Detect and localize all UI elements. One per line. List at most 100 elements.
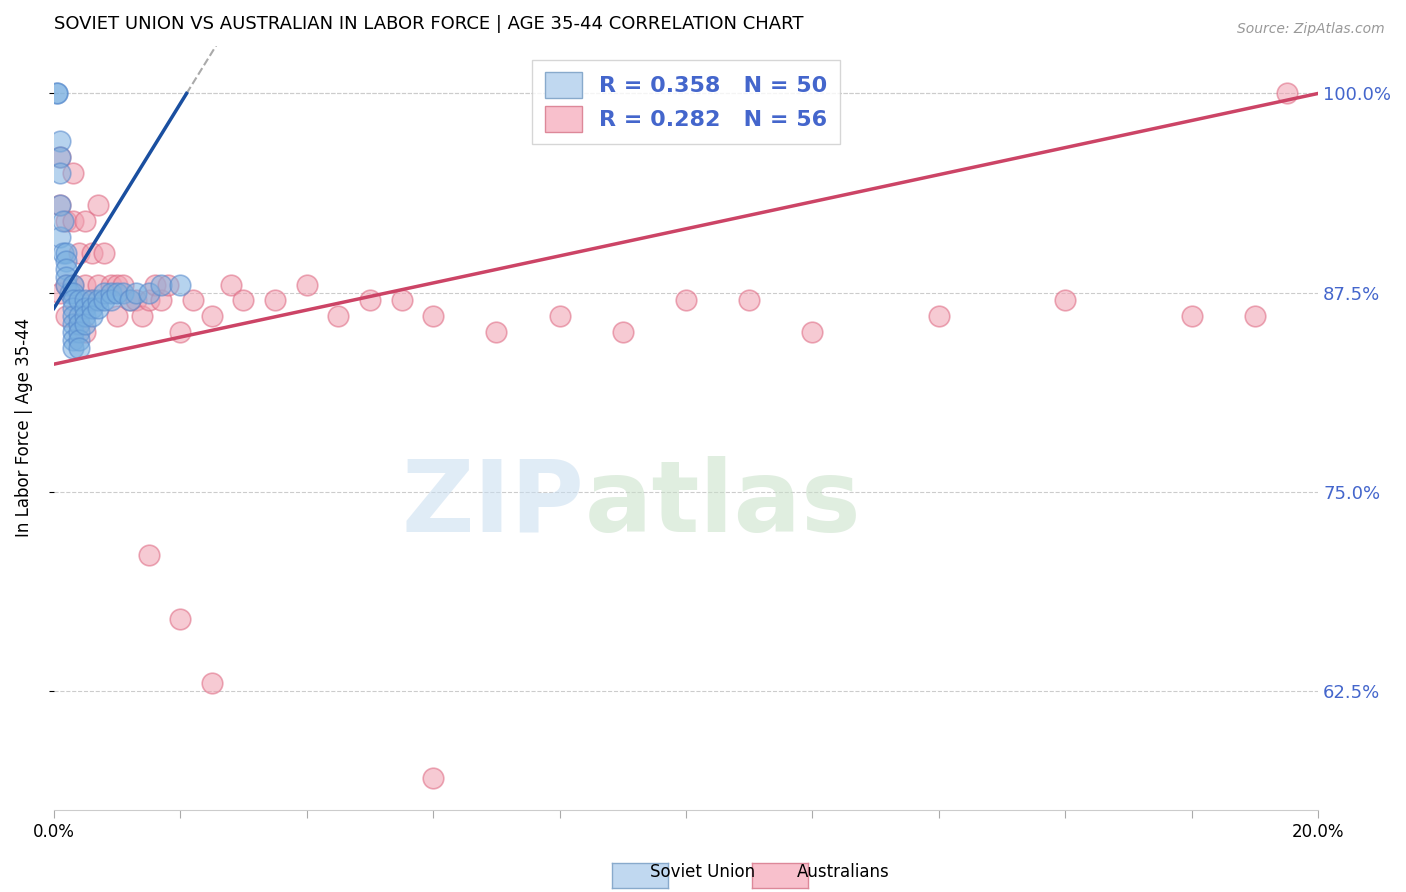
Point — [46, 87, 69, 101]
Point — [67, 341, 90, 355]
Point — [80, 245, 103, 260]
Point — [485, 326, 508, 340]
Point — [131, 310, 153, 324]
Point — [391, 293, 413, 308]
Point — [328, 310, 350, 324]
Point — [80, 310, 103, 324]
Text: Source: ZipAtlas.com: Source: ZipAtlas.com — [1237, 22, 1385, 37]
Point — [75, 326, 97, 340]
Point — [112, 277, 135, 292]
Point — [62, 334, 84, 348]
Point — [295, 277, 318, 292]
Point — [62, 277, 84, 292]
Point — [1054, 293, 1077, 308]
Point — [52, 214, 75, 228]
Point — [62, 277, 84, 292]
Point — [169, 326, 191, 340]
Text: Australians: Australians — [797, 863, 890, 881]
Point — [118, 293, 141, 308]
Point — [181, 293, 204, 308]
Point — [55, 277, 77, 292]
Point — [264, 293, 287, 308]
Point — [125, 293, 148, 308]
Point — [67, 318, 90, 332]
Point — [49, 150, 72, 164]
Point — [100, 277, 122, 292]
Point — [105, 310, 128, 324]
Point — [1244, 310, 1267, 324]
Text: SOVIET UNION VS AUSTRALIAN IN LABOR FORCE | AGE 35-44 CORRELATION CHART: SOVIET UNION VS AUSTRALIAN IN LABOR FORC… — [53, 15, 803, 33]
Point — [156, 277, 179, 292]
Point — [87, 277, 110, 292]
Point — [150, 277, 173, 292]
Point — [62, 214, 84, 228]
Point — [55, 214, 77, 228]
Point — [49, 198, 72, 212]
Point — [75, 293, 97, 308]
Point — [75, 318, 97, 332]
Point — [93, 293, 115, 308]
Point — [80, 293, 103, 308]
Point — [62, 341, 84, 355]
Point — [125, 285, 148, 300]
Point — [62, 293, 84, 308]
Point — [105, 277, 128, 292]
Point — [62, 326, 84, 340]
Point — [422, 310, 444, 324]
Y-axis label: In Labor Force | Age 35-44: In Labor Force | Age 35-44 — [15, 318, 32, 538]
Point — [1275, 87, 1298, 101]
Point — [93, 285, 115, 300]
Point — [55, 269, 77, 284]
Point — [67, 326, 90, 340]
Point — [359, 293, 381, 308]
Point — [201, 675, 224, 690]
Point — [67, 245, 90, 260]
Point — [422, 772, 444, 786]
Point — [118, 293, 141, 308]
Point — [675, 293, 697, 308]
Point — [169, 277, 191, 292]
Point — [201, 310, 224, 324]
Point — [67, 318, 90, 332]
Point — [143, 277, 166, 292]
Legend: R = 0.358   N = 50, R = 0.282   N = 56: R = 0.358 N = 50, R = 0.282 N = 56 — [533, 60, 839, 145]
Point — [87, 293, 110, 308]
Point — [105, 285, 128, 300]
Point — [138, 549, 160, 563]
Point — [49, 229, 72, 244]
Point — [232, 293, 254, 308]
Point — [55, 310, 77, 324]
Point — [138, 293, 160, 308]
Point — [59, 285, 82, 300]
Text: Soviet Union: Soviet Union — [651, 863, 755, 881]
Point — [75, 310, 97, 324]
Point — [52, 245, 75, 260]
Text: atlas: atlas — [585, 456, 862, 553]
Point — [49, 166, 72, 180]
Point — [67, 310, 90, 324]
Point — [150, 293, 173, 308]
Point — [87, 198, 110, 212]
Point — [49, 134, 72, 148]
Point — [49, 285, 72, 300]
Point — [100, 293, 122, 308]
Point — [100, 285, 122, 300]
Point — [55, 253, 77, 268]
Point — [1181, 310, 1204, 324]
Point — [87, 301, 110, 316]
Point — [612, 326, 634, 340]
Point — [928, 310, 950, 324]
Point — [49, 150, 72, 164]
Point — [49, 198, 72, 212]
Point — [112, 285, 135, 300]
Point — [62, 310, 84, 324]
Point — [55, 277, 77, 292]
Point — [55, 261, 77, 276]
Point — [75, 277, 97, 292]
Point — [55, 245, 77, 260]
Text: ZIP: ZIP — [402, 456, 585, 553]
Point — [75, 301, 97, 316]
Point — [80, 301, 103, 316]
Point — [138, 285, 160, 300]
Point — [93, 245, 115, 260]
